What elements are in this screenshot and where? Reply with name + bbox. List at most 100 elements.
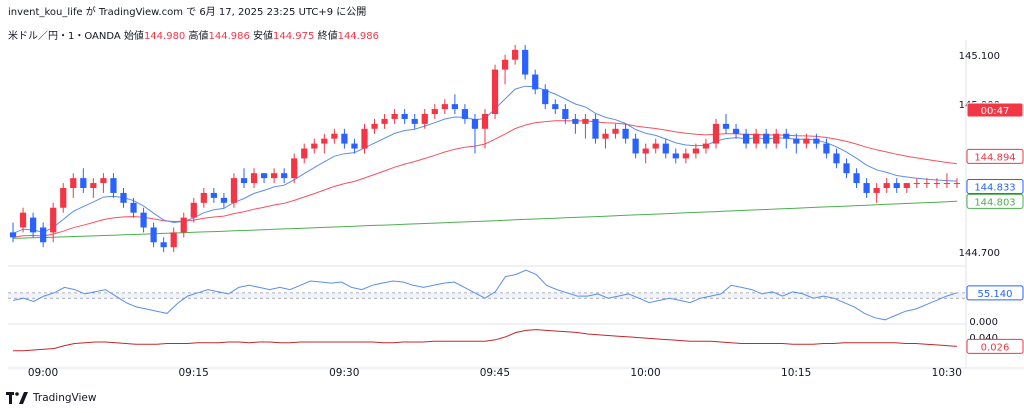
candle-body xyxy=(230,178,238,203)
candle-body xyxy=(853,173,860,184)
candle-body xyxy=(150,227,157,243)
close-label: 終値 xyxy=(317,31,338,42)
candle-body xyxy=(763,133,770,144)
candle-body xyxy=(652,143,659,149)
candle-body xyxy=(542,89,549,105)
candle-body xyxy=(391,114,398,119)
oscillator-value-label xyxy=(966,285,1024,301)
atr-tick-label: 0.000 xyxy=(969,317,998,328)
candle-body xyxy=(632,138,639,154)
candle-body xyxy=(291,158,298,179)
candle-body xyxy=(532,74,539,90)
candle-body xyxy=(80,178,87,188)
candle-body xyxy=(823,143,830,154)
tradingview-logo-icon xyxy=(6,392,28,404)
symbol-legend: 米ドル／円・1・OANDA 始値144.980 高値144.986 安値144.… xyxy=(8,27,379,42)
candle-body xyxy=(602,133,609,139)
candle-body xyxy=(210,192,217,198)
candle-body xyxy=(562,109,569,119)
ma-slow-line xyxy=(12,200,958,239)
candle-body xyxy=(501,59,509,70)
high-label: 高値 xyxy=(188,31,209,42)
candle-body xyxy=(50,207,57,233)
candle-body xyxy=(552,104,559,110)
candle-body xyxy=(250,173,258,184)
candle-body xyxy=(742,133,750,144)
price-label-text: 144.894 xyxy=(974,152,1015,163)
atr-tick-label: 0.040 xyxy=(969,333,998,344)
candle-body xyxy=(572,118,579,124)
candle-body xyxy=(180,217,187,233)
candle-body xyxy=(160,242,167,248)
candle-body xyxy=(682,153,689,159)
candle-body xyxy=(843,163,850,174)
candle-body xyxy=(481,114,489,129)
candle-body xyxy=(9,232,17,238)
candle-body xyxy=(260,173,268,179)
open-value: 144.980 xyxy=(143,31,186,42)
candle-body xyxy=(722,123,730,129)
candle-body xyxy=(702,143,710,149)
candle-body xyxy=(190,202,197,218)
candle-body xyxy=(271,173,278,179)
price-label-ma-mid xyxy=(966,148,1024,164)
candle-body xyxy=(401,114,408,119)
candle-body xyxy=(923,183,930,185)
close-value: 144.986 xyxy=(337,31,379,42)
atr-line xyxy=(13,329,957,352)
candle-body xyxy=(240,178,248,184)
candle-body xyxy=(100,178,107,184)
candle-body xyxy=(662,143,669,154)
candle-body xyxy=(381,118,388,124)
candle-body xyxy=(361,128,368,149)
time-tick-label: 10:00 xyxy=(630,367,660,379)
candle-body xyxy=(622,128,629,139)
price-label-ma-fast xyxy=(966,179,1024,195)
candle-body xyxy=(893,183,900,188)
low-label: 安値 xyxy=(253,31,274,42)
symbol-name: 米ドル／円・1・OANDA xyxy=(8,31,121,42)
atr-value-text: 0.026 xyxy=(981,342,1010,353)
candle-body xyxy=(873,188,880,193)
price-tick-label: 144.700 xyxy=(959,248,1000,259)
oscillator-line xyxy=(12,269,958,321)
price-label-text: 144.803 xyxy=(974,197,1015,208)
candle-body xyxy=(331,133,338,139)
candle-body xyxy=(773,133,780,144)
candle-body xyxy=(70,178,77,188)
candle-body xyxy=(311,143,318,149)
time-tick-label: 09:00 xyxy=(28,367,58,379)
oscillator-band xyxy=(8,292,966,299)
time-tick-label: 09:15 xyxy=(178,367,208,379)
candle-body xyxy=(421,114,428,124)
candle-body xyxy=(612,128,619,134)
candle-body xyxy=(803,138,810,144)
atr-value-label xyxy=(966,338,1024,354)
low-value: 144.975 xyxy=(273,31,315,42)
candle-body xyxy=(522,49,529,75)
candle-body xyxy=(863,183,870,193)
brand-footer: TradingView xyxy=(6,392,96,404)
candle-body xyxy=(341,133,348,144)
candle-body xyxy=(933,183,941,185)
candle-body xyxy=(582,118,589,124)
candle-body xyxy=(29,217,37,233)
candle-body xyxy=(712,123,720,144)
candle-body xyxy=(301,148,308,159)
candle-body xyxy=(732,128,740,134)
candle-body xyxy=(833,153,840,164)
candle-body xyxy=(19,212,27,228)
candle-body xyxy=(461,109,469,119)
candle-body xyxy=(371,123,378,129)
candle-body xyxy=(110,178,117,193)
candle-body xyxy=(120,192,127,203)
candle-body xyxy=(281,173,288,179)
candle-body xyxy=(471,118,479,129)
time-tick-label: 09:30 xyxy=(329,367,359,379)
candle-body xyxy=(431,109,438,114)
oscillator-value-text: 55.140 xyxy=(978,289,1013,300)
candle-body xyxy=(411,118,418,124)
candle-body xyxy=(642,148,649,154)
candle-body xyxy=(692,148,699,154)
